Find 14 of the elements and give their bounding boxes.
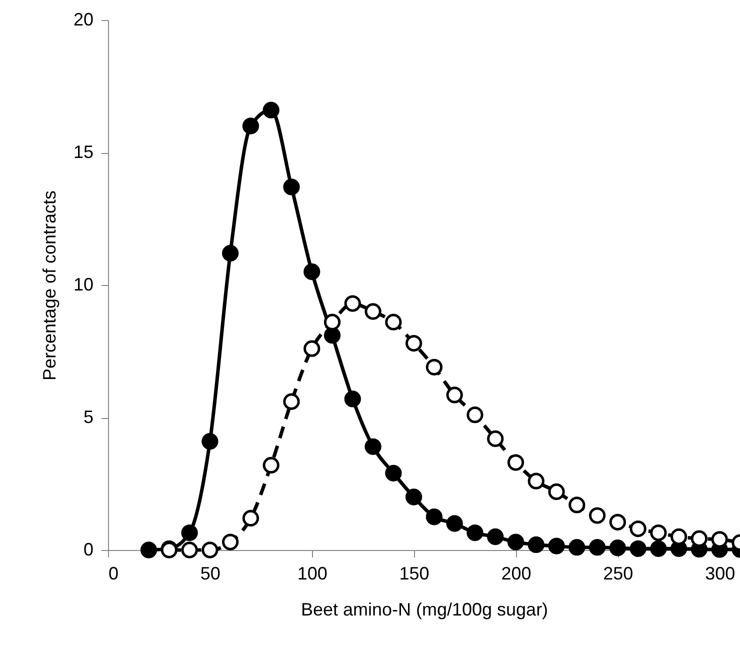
y-tick-label: 10 bbox=[73, 274, 94, 294]
y-tick-label: 5 bbox=[83, 407, 94, 427]
x-tick-label: 200 bbox=[501, 564, 532, 584]
x-tick-label: 150 bbox=[399, 564, 430, 584]
x-tick-label: 0 bbox=[108, 564, 119, 584]
x-tick-label: 100 bbox=[297, 564, 328, 584]
y-tick-label: 15 bbox=[73, 142, 94, 162]
x-tick-label: 300 bbox=[705, 564, 736, 584]
y-axis-title: Percentage of contracts bbox=[39, 190, 60, 381]
y-tick-label: 20 bbox=[73, 10, 94, 30]
y-tick-label: 0 bbox=[83, 540, 94, 560]
x-tick-label: 50 bbox=[200, 564, 220, 584]
x-axis-title: Beet amino-N (mg/100g sugar) bbox=[300, 600, 548, 620]
x-tick-label: 250 bbox=[603, 564, 634, 584]
